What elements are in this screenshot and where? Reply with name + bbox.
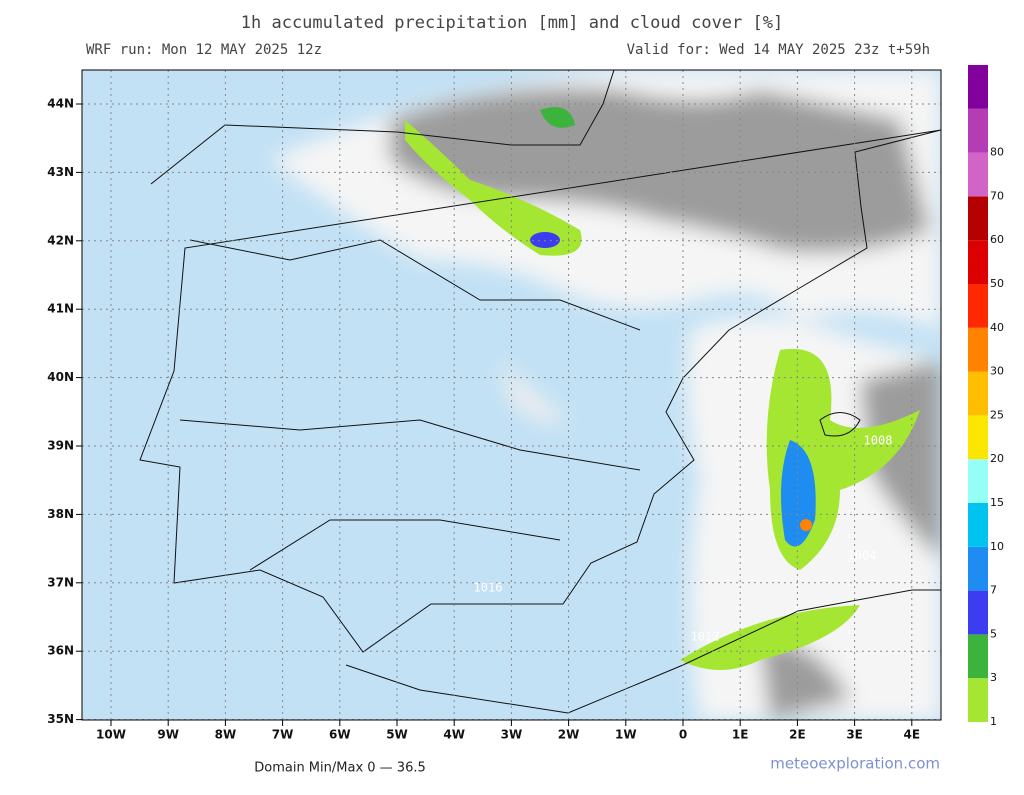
legend-swatch <box>968 415 988 460</box>
legend-label: 50 <box>990 277 1004 290</box>
legend-label: 1 <box>990 715 997 728</box>
lat-label: 35N <box>47 712 74 726</box>
lat-label: 44N <box>47 97 74 111</box>
legend-label: 80 <box>990 146 1004 159</box>
lon-label: 6W <box>329 728 351 742</box>
legend-swatch <box>968 108 988 153</box>
run-info: WRF run: Mon 12 MAY 2025 12z <box>86 42 322 58</box>
lon-label: 2W <box>558 728 580 742</box>
precipitation <box>405 107 920 670</box>
isobar-label: 1016 <box>474 581 503 595</box>
isobar-labels: 1012 1008 1004 1016 <box>474 434 893 644</box>
lon-label: 2E <box>789 728 806 742</box>
legend-label: 40 <box>990 321 1004 334</box>
legend-swatch <box>968 503 988 547</box>
legend-swatch <box>968 65 988 109</box>
lon-label: 1W <box>615 728 637 742</box>
legend-swatch <box>968 152 988 197</box>
lat-label: 40N <box>47 370 74 384</box>
lat-label: 42N <box>47 233 74 247</box>
lon-label: 0 <box>679 728 687 742</box>
isobar-label: 1008 <box>864 434 893 448</box>
legend-label: 3 <box>990 671 997 684</box>
legend-swatch <box>968 196 988 241</box>
lon-label: 1E <box>732 728 749 742</box>
lat-label: 41N <box>47 302 74 316</box>
isobar-label: 1012 <box>691 630 720 644</box>
lat-label: 38N <box>47 507 74 521</box>
lon-label: 4W <box>443 728 465 742</box>
lon-label: 9W <box>157 728 179 742</box>
lat-label: 39N <box>47 439 74 453</box>
legend-label: 7 <box>990 584 997 597</box>
legend-swatch <box>968 546 988 591</box>
legend-label: 5 <box>990 627 997 640</box>
legend-label: 20 <box>990 452 1004 465</box>
legend-swatch <box>968 678 988 722</box>
legend-swatch <box>968 590 988 635</box>
legend-label: 30 <box>990 365 1004 378</box>
legend-swatch <box>968 634 988 679</box>
lat-label: 43N <box>47 165 74 179</box>
domain-minmax: Domain Min/Max 0 — 36.5 <box>254 761 426 776</box>
lon-label: 8W <box>215 728 237 742</box>
credit: meteoexploration.com <box>770 755 940 773</box>
map <box>82 70 941 720</box>
lon-label: 7W <box>272 728 294 742</box>
legend-swatch <box>968 284 988 328</box>
legend: 1 3 5 7 10 15 20 25 30 40 50 60 70 80 <box>968 65 1004 728</box>
lat-label: 37N <box>47 575 74 589</box>
legend-label: 60 <box>990 233 1004 246</box>
lon-label: 10W <box>96 728 126 742</box>
cloud-cover <box>270 70 941 720</box>
isobar-label: 1004 <box>848 549 877 563</box>
legend-label: 10 <box>990 540 1004 553</box>
legend-label: 70 <box>990 189 1004 202</box>
lon-label: 3W <box>501 728 523 742</box>
legend-swatch <box>968 327 988 372</box>
legend-swatch <box>968 371 988 416</box>
graticule <box>82 70 941 720</box>
lat-label: 36N <box>47 644 74 658</box>
legend-label: 25 <box>990 408 1004 421</box>
legend-label: 15 <box>990 496 1004 509</box>
lon-label: 4E <box>904 728 921 742</box>
legend-swatch <box>968 459 988 503</box>
title: 1h accumulated precipitation [mm] and cl… <box>241 13 783 33</box>
lon-label: 5W <box>386 728 408 742</box>
lon-label: 3E <box>846 728 863 742</box>
axes: 10W 9W 8W 7W 6W 5W 4W 3W 2W 1W 0 1E 2E 3E 4E 44N 43N 42N 4… <box>47 97 920 742</box>
valid-info: Valid for: Wed 14 MAY 2025 23z t+59h <box>627 42 930 58</box>
legend-swatch <box>968 240 988 284</box>
